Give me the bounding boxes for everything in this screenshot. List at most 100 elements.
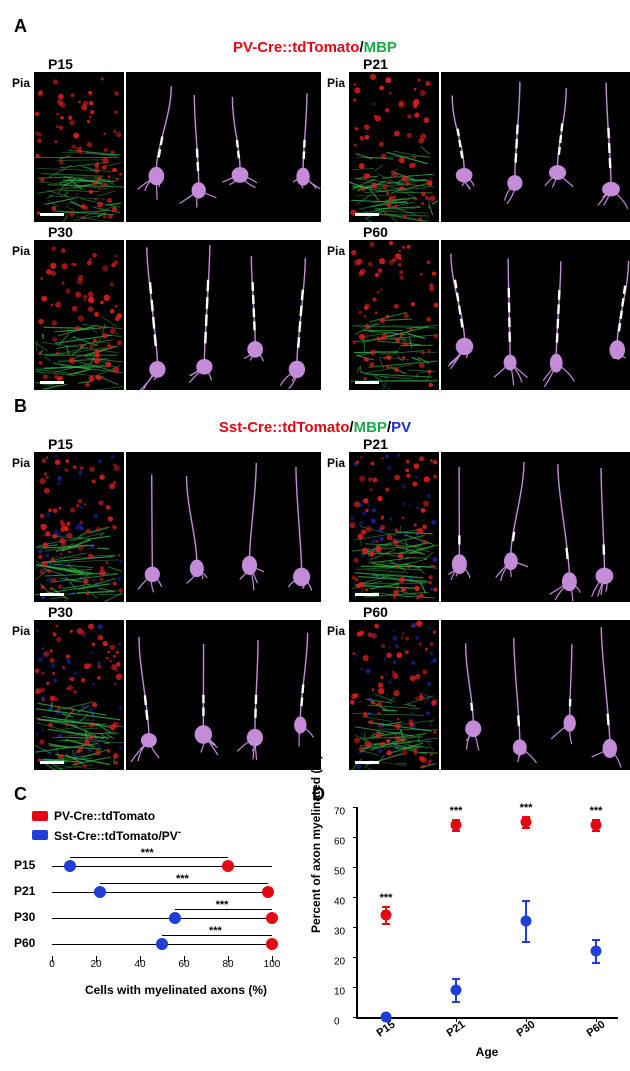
dotplot-age: P15: [14, 858, 35, 872]
y-tick-label: 10: [334, 987, 345, 998]
image-pair: P15Pia: [12, 452, 321, 602]
neuron-trace: [441, 240, 630, 390]
dotplot-axis-line: [52, 918, 272, 919]
age-label: P15: [48, 56, 73, 72]
dotplot-age: P30: [14, 910, 35, 924]
sst-point: [94, 886, 106, 898]
legend-label: Sst-Cre::tdTomato/PV-: [54, 827, 181, 843]
age-label: P21: [363, 56, 388, 72]
significance-marker: ***: [380, 892, 393, 904]
y-tick-label: 20: [334, 957, 345, 968]
pv-point: [266, 938, 278, 950]
dotplot-age: P21: [14, 884, 35, 898]
legend: PV-Cre::tdTomatoSst-Cre::tdTomato/PV-: [32, 809, 300, 843]
image-pair: P30Pia: [12, 620, 321, 770]
image-pair: P60Pia: [327, 620, 630, 770]
d-x-axis-label: Age: [356, 1045, 618, 1059]
image-pair: P21Pia: [327, 452, 630, 602]
image-pair: P60Pia: [327, 240, 630, 390]
age-label: P60: [363, 604, 388, 620]
scale-bar: [40, 381, 64, 384]
panel-c-label: C: [14, 784, 300, 805]
dot-plot: P15***P21***P30***P60***020406080100: [52, 853, 292, 979]
scatter-plot: 010203040506070P15P21P30P60************: [356, 807, 618, 1019]
age-label: P15: [48, 436, 73, 452]
scale-bar: [355, 761, 379, 764]
data-point: [521, 817, 532, 828]
significance-marker: ***: [450, 805, 463, 817]
neuron-trace: [126, 452, 321, 602]
panel-b-images: P15Pia P21Pia P30Pia P60Pia: [12, 452, 618, 770]
neuron-trace: [441, 452, 630, 602]
legend-label: PV-Cre::tdTomato: [54, 809, 155, 823]
image-pair: P15Pia: [12, 72, 321, 222]
legend-item: PV-Cre::tdTomato: [32, 809, 300, 823]
dotplot-ticks: 020406080100: [52, 959, 292, 979]
panel-a-images: P15Pia P21Pia P30Pia P60Pia: [12, 72, 618, 390]
sst-point: [156, 938, 168, 950]
tick-label: 60: [178, 959, 189, 970]
x-tick-label: P30: [515, 1018, 538, 1039]
micrograph: [349, 620, 439, 770]
y-tick-label: 70: [334, 807, 345, 818]
title-seg: PV-Cre::tdTomato: [233, 39, 359, 56]
significance-marker: ***: [209, 925, 222, 937]
micrograph: [349, 240, 439, 390]
scale-bar: [355, 593, 379, 596]
data-point: [521, 916, 532, 927]
micrograph: [34, 620, 124, 770]
pv-point: [262, 886, 274, 898]
sst-point: [64, 860, 76, 872]
dotplot-age: P60: [14, 936, 35, 950]
panel-b-label: B: [14, 396, 618, 417]
age-label: P30: [48, 604, 73, 620]
panel-d-label: D: [312, 784, 618, 805]
data-point: [381, 910, 392, 921]
scale-bar: [40, 593, 64, 596]
micrograph: [349, 72, 439, 222]
legend-item: Sst-Cre::tdTomato/PV-: [32, 827, 300, 843]
y-tick-label: 60: [334, 837, 345, 848]
y-tick-label: 0: [334, 1017, 340, 1028]
micrograph: [349, 452, 439, 602]
sst-point: [169, 912, 181, 924]
age-label: P21: [363, 436, 388, 452]
neuron-trace: [126, 620, 321, 770]
pia-label: Pia: [12, 244, 30, 258]
scale-bar: [40, 213, 64, 216]
pia-label: Pia: [327, 244, 345, 258]
neuron-trace: [441, 72, 630, 222]
tick-label: 40: [134, 959, 145, 970]
pia-label: Pia: [327, 76, 345, 90]
tick-label: 80: [222, 959, 233, 970]
age-label: P60: [363, 224, 388, 240]
data-point: [451, 985, 462, 996]
neuron-trace: [441, 620, 630, 770]
significance-marker: ***: [590, 805, 603, 817]
significance-marker: ***: [216, 899, 229, 911]
dotplot-row: P60***: [52, 931, 292, 957]
micrograph: [34, 240, 124, 390]
dotplot-axis-line: [52, 892, 272, 893]
pia-label: Pia: [327, 624, 345, 638]
tick-label: 20: [90, 959, 101, 970]
data-point: [381, 1012, 392, 1023]
panel-a-label: A: [14, 16, 618, 37]
significance-marker: ***: [176, 873, 189, 885]
x-tick-label: P60: [585, 1018, 608, 1039]
image-pair: P21Pia: [327, 72, 630, 222]
pia-label: Pia: [12, 456, 30, 470]
dotplot-row: P30***: [52, 905, 292, 931]
data-point: [591, 820, 602, 831]
panel-b-title: Sst-Cre::tdTomato/MBP/PV: [12, 419, 618, 436]
y-tick-label: 50: [334, 867, 345, 878]
legend-swatch: [32, 830, 48, 840]
scale-bar: [355, 213, 379, 216]
charts-row: C PV-Cre::tdTomatoSst-Cre::tdTomato/PV- …: [12, 780, 618, 1059]
c-x-axis-label: Cells with myelinated axons (%): [52, 983, 300, 997]
scale-bar: [355, 381, 379, 384]
pv-point: [266, 912, 278, 924]
panel-c: C PV-Cre::tdTomatoSst-Cre::tdTomato/PV- …: [12, 780, 300, 1059]
dotplot-row: P21***: [52, 879, 292, 905]
y-tick-label: 30: [334, 927, 345, 938]
